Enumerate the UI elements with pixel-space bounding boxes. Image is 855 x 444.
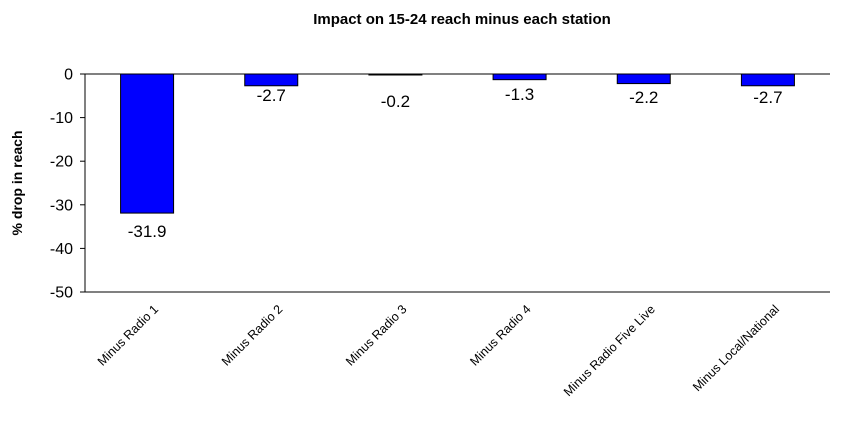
data-labels: -31.9 -2.7 -0.2 -1.3 -2.2 -2.7 (128, 85, 783, 241)
x-axis-categories: Minus Radio 1 Minus Radio 2 Minus Radio 3 M… (95, 302, 782, 399)
x-category-label: Minus Radio Five Live (561, 302, 658, 399)
bar (492, 73, 547, 81)
axes (84, 73, 830, 293)
data-label: -2.7 (257, 86, 286, 105)
data-label: -31.9 (128, 222, 167, 241)
bar (740, 73, 795, 87)
bar (616, 73, 671, 85)
y-tick-label: -10 (50, 110, 73, 127)
y-tick-label: 0 (64, 67, 73, 84)
x-category-label: Minus Local/National (690, 302, 782, 394)
y-tick-label: -50 (50, 285, 73, 302)
chart-title: Impact on 15-24 reach minus each station (313, 11, 611, 28)
x-category-label: Minus Radio 4 (467, 302, 533, 368)
data-label: -2.2 (629, 88, 658, 107)
data-label: -1.3 (505, 85, 534, 104)
x-category-label: Minus Radio 3 (343, 302, 409, 368)
data-label: -2.7 (753, 88, 782, 107)
y-axis-label: % drop in reach (9, 130, 25, 235)
x-category-label: Minus Radio 1 (95, 302, 161, 368)
data-label: -0.2 (381, 92, 410, 111)
bar (244, 73, 299, 87)
y-axis-ticks: 0 -10 -20 -30 -40 -50 (50, 67, 85, 302)
y-tick-label: -20 (50, 154, 73, 171)
y-tick-label: -30 (50, 197, 73, 214)
bar (120, 73, 175, 214)
y-tick-label: -40 (50, 241, 73, 258)
x-category-label: Minus Radio 2 (219, 302, 285, 368)
bars (120, 73, 795, 214)
